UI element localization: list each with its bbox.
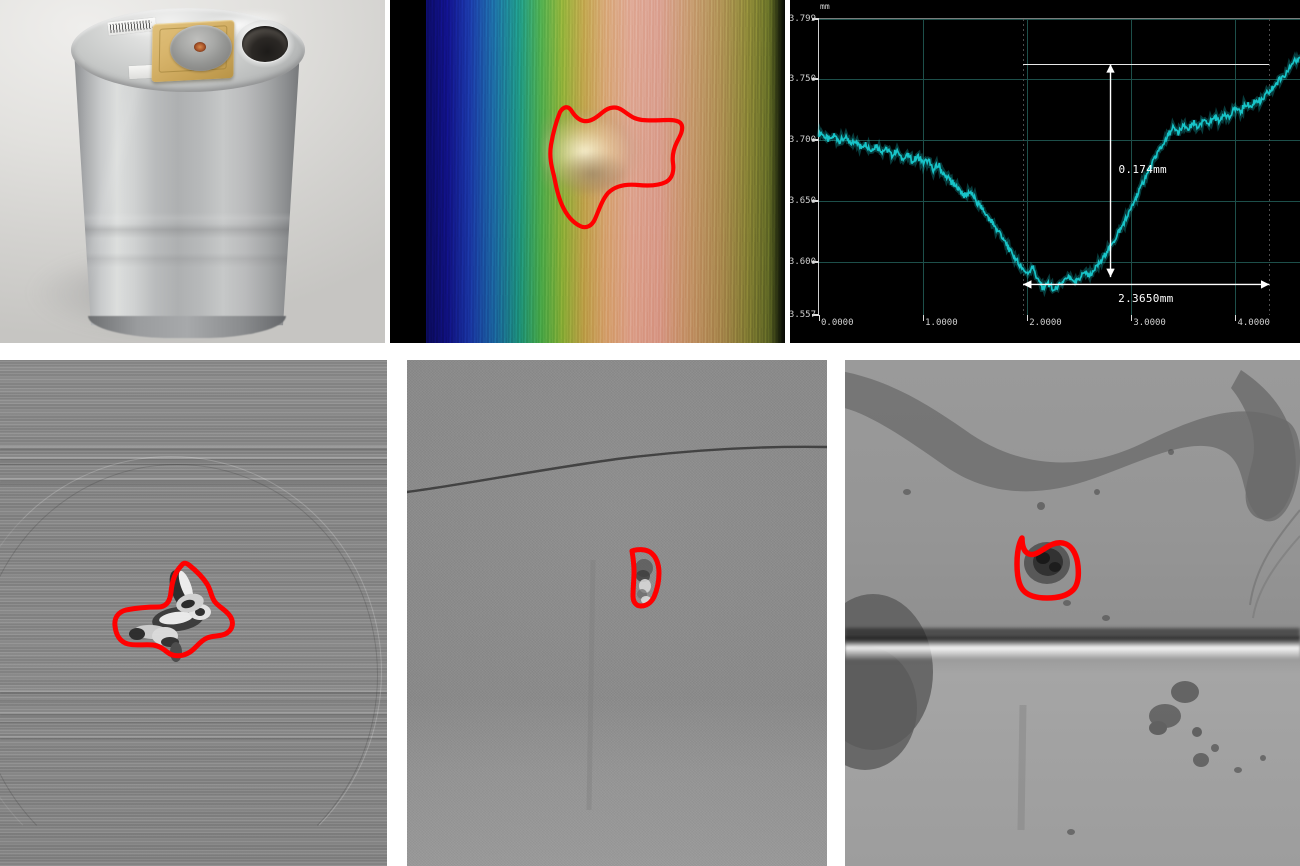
defect-speckle	[129, 570, 211, 662]
defect-speckle	[635, 559, 653, 604]
y-axis-tick-label: 3.557	[790, 310, 816, 320]
panel-specimen-photo[interactable]	[0, 0, 385, 343]
y-axis-tick-label: 3.600	[790, 257, 816, 268]
ct-lower-brightness-band	[407, 696, 827, 866]
y-axis-tick-label: 3.750	[790, 73, 816, 84]
ct-background	[407, 360, 827, 866]
through-hole	[242, 26, 288, 62]
faint-vertical-streak	[1017, 704, 1027, 831]
reflection-arc	[0, 456, 382, 866]
defect-outline-path	[112, 560, 235, 659]
x-axis-tick-label: 2.0000	[1029, 318, 1062, 328]
x-axis-tick-label: 0.0000	[821, 318, 854, 328]
plot-area[interactable]: 3.557 3.600 3.650 3.700 3.750 3.799 0.0000 1.00…	[790, 14, 1300, 328]
gridline-vertical	[923, 19, 925, 315]
y-axis-tick-label: 3.799	[790, 14, 816, 24]
x-axis-tick-mark	[1235, 315, 1237, 321]
defect-outline-path	[1014, 535, 1082, 601]
chart-unit-label: mm	[820, 2, 830, 11]
left-dark-lobe-lower	[845, 646, 917, 770]
x-axis-tick-mark	[923, 315, 925, 321]
piezo-solder-dot	[194, 42, 206, 52]
gridline-horizontal	[819, 78, 1300, 80]
defect-shadow-region	[558, 152, 644, 206]
porosity-cluster	[903, 449, 1266, 835]
y-axis-tick-mark	[812, 200, 819, 203]
panel-optical-microscope[interactable]	[390, 0, 785, 343]
defect-outline-path	[629, 547, 662, 609]
right-edge-vignette	[769, 0, 785, 343]
y-axis-tick-mark	[812, 261, 819, 264]
aluminum-cylinder-body	[74, 49, 300, 326]
x-axis-tick-label: 4.0000	[1237, 318, 1270, 328]
cylinder-bottom-edge	[88, 316, 286, 338]
y-axis-tick-mark	[812, 314, 819, 316]
marker-line-left-marker	[1023, 19, 1025, 315]
panel-ct-slice[interactable]	[407, 360, 827, 866]
gridline-horizontal	[819, 201, 1300, 203]
gridline-horizontal	[819, 19, 1300, 20]
surface-boundary-line	[407, 445, 827, 494]
radiograph-porosity-overlay	[903, 449, 1266, 835]
scan-streak	[0, 446, 387, 448]
panel-radiograph[interactable]	[845, 360, 1300, 866]
faint-vertical-streak	[586, 559, 596, 811]
bright-interface-band	[845, 636, 1300, 660]
annotation-overlay	[1023, 64, 1270, 289]
x-axis-tick-label: 3.0000	[1133, 318, 1166, 328]
faint-curve-right-2	[1252, 535, 1300, 619]
gridline-vertical	[1235, 19, 1237, 315]
marker-line-right-marker	[1269, 19, 1271, 315]
x-axis-tick-label: 1.0000	[925, 318, 958, 328]
reflection-arc-dark	[0, 464, 378, 866]
radiograph-structures	[845, 370, 1300, 831]
arched-dark-band-right	[1231, 370, 1296, 520]
y-axis-tick-label: 3.700	[790, 135, 816, 146]
panel-ultrasonic-scan[interactable]	[0, 360, 387, 866]
defect-indication-overlay	[112, 560, 235, 662]
faint-curve-right	[1249, 509, 1300, 606]
measurement-label-depth-measurement: 0.174mm	[1118, 162, 1167, 176]
y-axis-tick-mark	[812, 139, 819, 142]
x-axis-tick-mark	[819, 315, 820, 321]
defect-outline-overlay	[548, 105, 685, 230]
gridline-vertical	[1027, 19, 1029, 315]
defect-outline-path	[548, 105, 685, 230]
reference-line-upper-reference	[1023, 64, 1270, 66]
y-axis-tick-mark	[812, 18, 819, 20]
y-axis-tick-label: 3.650	[790, 196, 816, 207]
y-axis-tick-mark	[812, 77, 819, 80]
dark-interface-band	[845, 628, 1300, 637]
gridline-vertical	[1131, 19, 1133, 315]
x-axis-tick-mark	[1027, 315, 1029, 321]
gridline-horizontal	[819, 262, 1300, 264]
gridline-horizontal	[819, 140, 1300, 142]
panel-surface-profile-chart[interactable]: mm 3.557 3.600 3.650 3.700 3.750 3.799 0.0000 1…	[790, 0, 1300, 343]
x-axis-tick-mark	[1131, 315, 1133, 321]
ct-overlay	[407, 445, 827, 811]
ct-noise-texture	[407, 360, 827, 866]
measurement-label-width-measurement: 2.3650mm	[1118, 292, 1174, 306]
